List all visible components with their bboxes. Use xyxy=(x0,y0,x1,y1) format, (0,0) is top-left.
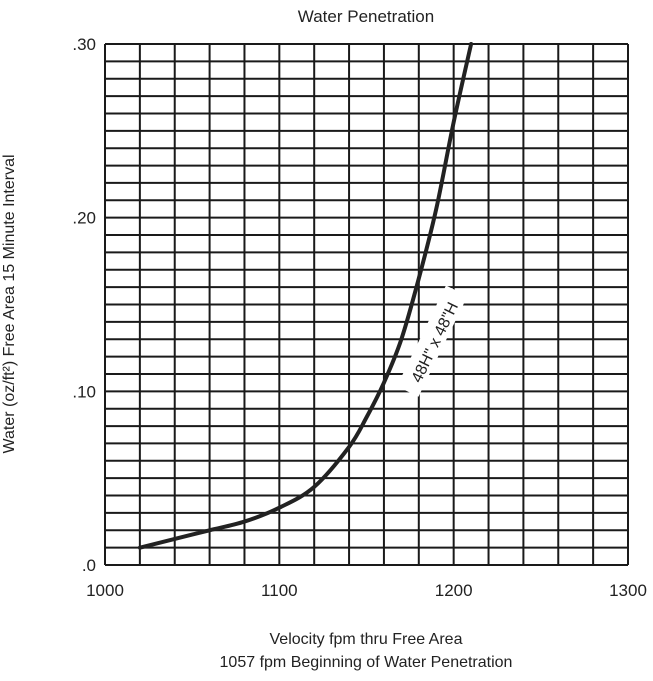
series-label-background xyxy=(396,285,468,397)
series-line xyxy=(137,42,474,550)
series-layer: 48H" x 48"H xyxy=(137,42,474,550)
chart-subtitle: 1057 fpm Beginning of Water Penetration xyxy=(220,654,513,671)
y-tick-label: .10 xyxy=(72,382,96,401)
x-axis-label: Velocity fpm thru Free Area xyxy=(270,631,463,648)
chart-title: Water Penetration xyxy=(298,7,434,26)
x-tick-label: 1300 xyxy=(609,581,647,600)
y-tick-label: .30 xyxy=(72,35,96,54)
tick-labels: 1000 1100 1200 1300 .0 .10 .20 .30 xyxy=(72,35,647,600)
grid xyxy=(104,43,629,566)
y-tick-label: .0 xyxy=(82,556,96,575)
y-axis-label: Water (oz/ft²) Free Area 15 Minute Inter… xyxy=(1,154,18,453)
x-tick-label: 1200 xyxy=(435,581,473,600)
x-tick-label: 1000 xyxy=(86,581,124,600)
x-tick-label: 1100 xyxy=(261,581,298,600)
y-tick-label: .20 xyxy=(72,209,96,228)
